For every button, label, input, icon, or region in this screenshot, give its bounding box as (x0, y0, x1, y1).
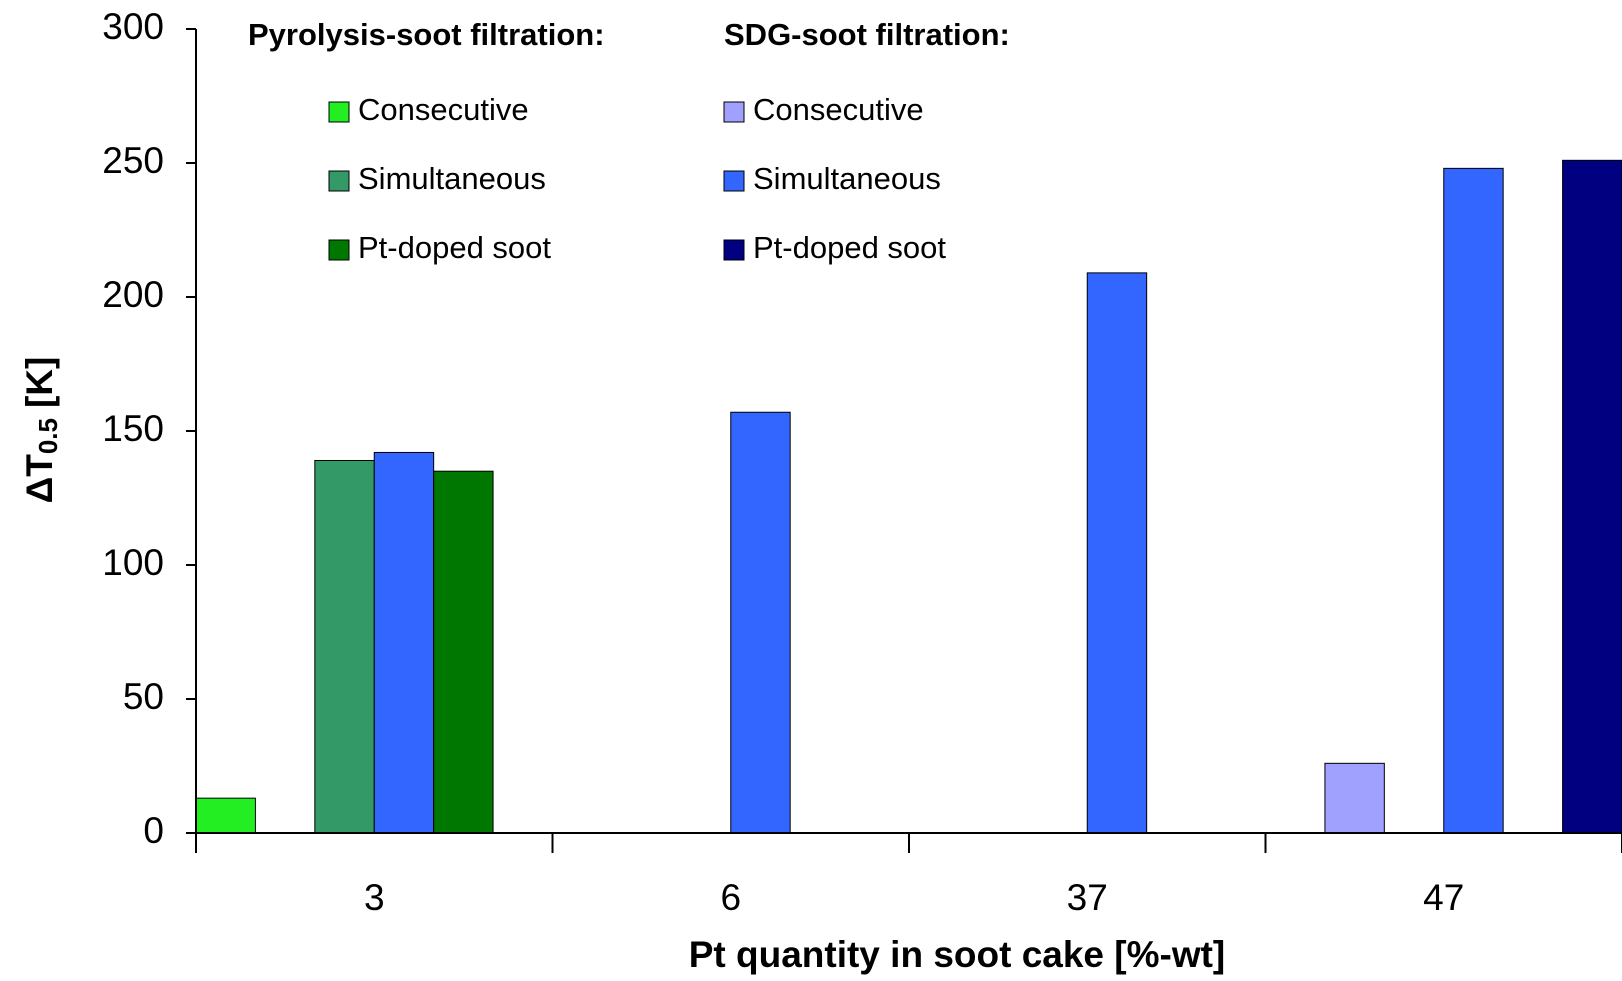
legend-title: SDG-soot filtration: (724, 17, 1010, 52)
y-label-main: ΔT (19, 454, 60, 504)
y-tick-label: 200 (102, 274, 164, 315)
bar (1562, 159, 1622, 834)
bar (1086, 272, 1148, 834)
y-tick-label: 150 (102, 408, 164, 449)
x-axis-label: Pt quantity in soot cake [%-wt] (689, 934, 1226, 975)
y-tick-label: 0 (143, 810, 164, 851)
bar (195, 797, 256, 834)
y-label-unit: [K] (19, 357, 60, 408)
x-tick-label: 37 (1067, 877, 1108, 918)
y-tick-label: 100 (102, 542, 164, 583)
legend-label: Simultaneous (358, 161, 546, 196)
bar (373, 451, 435, 834)
x-tick-label: 47 (1423, 877, 1464, 918)
legend-title: Pyrolysis-soot filtration: (248, 17, 605, 52)
legend-swatch (328, 170, 350, 192)
x-tick-label: 3 (364, 877, 385, 918)
legend-swatch (723, 170, 745, 192)
y-tick-label: 250 (102, 140, 164, 181)
legend-swatch (723, 101, 745, 123)
bar (314, 459, 375, 834)
y-label-sub: 0.5 (33, 418, 63, 454)
legend-swatch (723, 239, 745, 261)
legend-swatch (328, 239, 350, 261)
bar (1324, 762, 1385, 834)
legend-label: Consecutive (753, 92, 924, 127)
legend-label: Consecutive (358, 92, 529, 127)
legend-swatch (328, 101, 350, 123)
bar (433, 470, 494, 834)
y-tick-label: 300 (102, 6, 164, 47)
legend-label: Pt-doped soot (358, 230, 551, 265)
y-axis-label: ΔT0.5 [K] (19, 357, 63, 504)
y-tick-label: 50 (123, 676, 164, 717)
x-tick-label: 6 (720, 877, 741, 918)
legend-label: Pt-doped soot (753, 230, 946, 265)
bar (730, 411, 791, 834)
legend-label: Simultaneous (753, 161, 941, 196)
bar (1443, 167, 1504, 834)
